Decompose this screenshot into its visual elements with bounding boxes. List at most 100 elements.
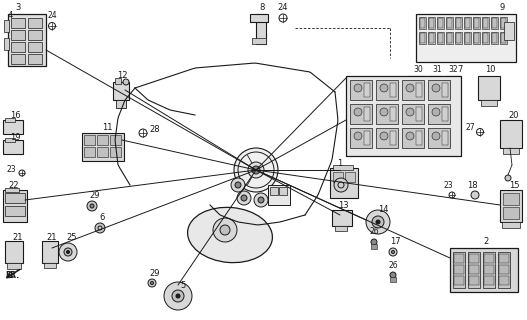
Bar — [390, 277, 396, 282]
Circle shape — [432, 84, 440, 92]
Circle shape — [220, 225, 230, 235]
Circle shape — [390, 272, 396, 278]
Bar — [455, 17, 462, 29]
Text: 16: 16 — [9, 110, 21, 119]
Text: 29: 29 — [150, 269, 160, 278]
Bar — [442, 107, 448, 121]
Bar — [5, 241, 23, 263]
Bar — [498, 252, 510, 288]
Bar — [483, 18, 488, 28]
Bar — [390, 131, 396, 145]
Circle shape — [172, 290, 184, 302]
Bar — [42, 241, 58, 263]
Bar — [482, 17, 489, 29]
Bar — [483, 33, 488, 43]
Text: 24: 24 — [47, 12, 57, 20]
Bar — [429, 33, 434, 43]
Bar — [454, 265, 464, 274]
Bar — [481, 100, 497, 106]
Text: 28: 28 — [150, 125, 160, 134]
Circle shape — [380, 108, 388, 116]
Bar — [499, 265, 509, 274]
Bar — [364, 131, 370, 145]
Text: 26: 26 — [388, 260, 398, 269]
Circle shape — [148, 279, 156, 287]
Ellipse shape — [188, 207, 272, 263]
Bar — [97, 147, 108, 157]
Circle shape — [376, 220, 380, 224]
Text: 32: 32 — [448, 66, 458, 75]
Circle shape — [372, 216, 384, 228]
Bar — [438, 33, 443, 43]
Bar — [491, 17, 498, 29]
Text: 8: 8 — [259, 4, 265, 12]
Bar — [465, 18, 470, 28]
Text: 22: 22 — [9, 180, 19, 189]
Bar — [484, 276, 494, 285]
Bar — [432, 96, 440, 102]
Circle shape — [64, 248, 72, 256]
Text: 27: 27 — [465, 124, 475, 132]
Circle shape — [90, 204, 94, 208]
Bar — [28, 30, 42, 40]
Bar — [4, 38, 9, 50]
Bar — [110, 135, 121, 145]
Bar — [449, 96, 457, 102]
Circle shape — [406, 132, 414, 140]
Bar — [8, 14, 46, 66]
Text: 17: 17 — [389, 237, 401, 246]
Bar — [450, 248, 518, 292]
Bar — [454, 254, 464, 263]
Bar — [416, 131, 422, 145]
Circle shape — [59, 243, 77, 261]
Bar — [469, 254, 479, 263]
Bar — [469, 276, 479, 285]
Bar — [345, 172, 355, 182]
Circle shape — [66, 251, 70, 253]
Bar — [454, 276, 464, 285]
Bar — [376, 128, 398, 148]
Bar — [364, 107, 370, 121]
Text: 3: 3 — [15, 4, 21, 12]
Circle shape — [432, 108, 440, 116]
Bar — [500, 32, 507, 44]
Bar — [416, 14, 516, 62]
Bar — [446, 17, 453, 29]
Text: 26: 26 — [369, 228, 379, 236]
Bar — [429, 18, 434, 28]
Bar — [252, 38, 266, 44]
Bar — [456, 33, 461, 43]
Bar — [376, 104, 398, 124]
Bar — [456, 18, 461, 28]
Bar — [419, 32, 426, 44]
Bar — [447, 18, 452, 28]
Bar — [270, 187, 278, 195]
Bar — [11, 54, 25, 64]
Text: 12: 12 — [117, 70, 127, 79]
Circle shape — [248, 162, 264, 178]
Bar — [268, 185, 290, 205]
Text: FR.: FR. — [5, 270, 19, 279]
Text: 31: 31 — [432, 66, 442, 75]
Bar — [465, 33, 470, 43]
Bar — [330, 168, 358, 198]
Circle shape — [234, 148, 278, 192]
Text: 15: 15 — [509, 180, 519, 189]
Bar — [428, 104, 450, 124]
Bar — [416, 83, 422, 97]
Circle shape — [87, 201, 97, 211]
Text: 20: 20 — [509, 110, 519, 119]
Text: 7: 7 — [457, 66, 463, 75]
Circle shape — [176, 294, 180, 298]
Bar — [499, 276, 509, 285]
Bar — [455, 32, 462, 44]
Bar — [3, 120, 23, 134]
Bar — [474, 18, 479, 28]
Circle shape — [505, 175, 511, 181]
Bar — [474, 33, 479, 43]
Bar — [371, 244, 377, 249]
Text: 19: 19 — [10, 133, 20, 142]
Bar — [115, 78, 121, 84]
Bar — [437, 17, 444, 29]
Bar — [5, 188, 19, 192]
